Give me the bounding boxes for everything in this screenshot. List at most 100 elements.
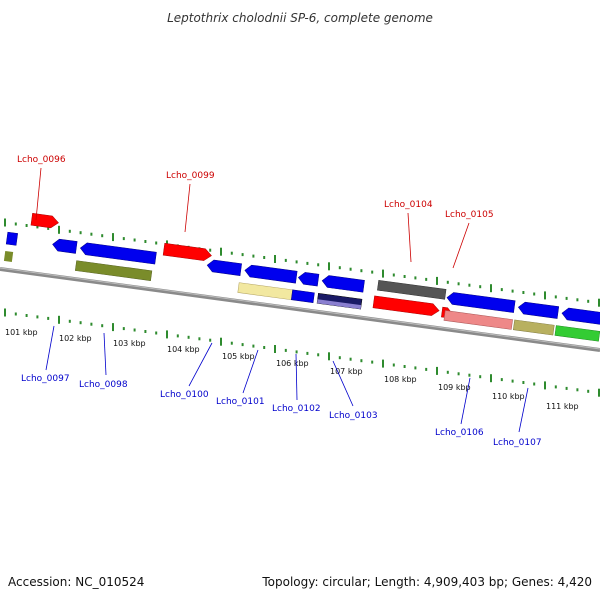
gene-label-lcho-0106[interactable]: Lcho_0106	[435, 428, 484, 438]
gene-label-lcho-0096[interactable]: Lcho_0096	[17, 155, 66, 165]
gene-lcho-0107-reverse[interactable]	[517, 301, 560, 319]
block-salmon[interactable]	[443, 310, 513, 330]
upper-tick-major	[220, 247, 222, 256]
gene-label-lcho-0099[interactable]: Lcho_0099	[166, 171, 215, 181]
forward-features	[30, 213, 453, 318]
gene-lcho-0104-forward[interactable]	[372, 295, 440, 317]
lower-tick-minor	[144, 330, 147, 333]
upper-tick-minor	[306, 261, 309, 265]
upper-tick-minor	[371, 270, 374, 274]
gene-label-lcho-0103[interactable]: Lcho_0103	[329, 411, 378, 421]
lower-tick-minor	[284, 348, 287, 352]
gene-lcho-0106-reverse[interactable]	[446, 292, 516, 313]
gene-grey-forward[interactable]	[377, 279, 447, 300]
callout-line-lcho-0096	[35, 167, 42, 221]
upper-tick-major	[328, 262, 330, 271]
tick-label-109: 109 kbp	[438, 383, 471, 392]
lower-tick-minor	[90, 322, 93, 326]
gene-lcho-0098-reverse[interactable]	[79, 242, 157, 265]
lower-tick-minor	[554, 385, 557, 389]
upper-tick-minor	[414, 276, 417, 280]
lower-tick-minor	[522, 381, 525, 384]
lower-tick-row	[4, 308, 600, 397]
block-blue-small[interactable]	[291, 289, 315, 303]
lower-tick-minor	[511, 379, 514, 383]
lower-tick-minor	[263, 346, 266, 349]
lower-tick-major	[598, 388, 600, 397]
upper-tick-minor	[209, 248, 212, 252]
gene-reverse-edge[interactable]	[5, 231, 18, 246]
upper-tick-minor	[133, 238, 136, 242]
lower-tick-minor	[479, 375, 482, 379]
lower-tick-minor	[252, 344, 255, 348]
block-pale-yellow[interactable]	[237, 282, 293, 301]
gene-lcho-0099-forward[interactable]	[162, 242, 212, 261]
tick-label-110: 110 kbp	[492, 392, 525, 401]
upper-tick-minor	[403, 275, 406, 278]
lower-tick-minor	[198, 337, 201, 341]
reverse-blocks	[3, 250, 600, 342]
gene-lcho-0100-reverse[interactable]	[206, 259, 242, 276]
lower-tick-major	[220, 337, 222, 346]
lower-tick-minor	[209, 338, 212, 342]
lower-tick-minor	[241, 343, 244, 347]
gene-reverse-right-edge[interactable]	[561, 307, 600, 325]
upper-tick-minor	[101, 234, 104, 238]
upper-tick-minor	[25, 224, 28, 227]
block-olive[interactable]	[74, 260, 153, 281]
upper-tick-major	[58, 225, 60, 234]
reverse-callouts: Lcho_0097 Lcho_0098 Lcho_0100 Lcho_0101 …	[21, 325, 542, 448]
gene-lcho-0097-reverse[interactable]	[52, 238, 78, 254]
lower-tick-minor	[14, 312, 17, 316]
lower-tick-major	[166, 330, 168, 339]
gene-lcho-0096-forward[interactable]	[30, 213, 59, 229]
block-lavender[interactable]	[317, 299, 362, 310]
gene-lcho-0101-reverse[interactable]	[244, 264, 298, 284]
upper-tick-minor	[576, 298, 579, 302]
gene-label-lcho-0105[interactable]: Lcho_0105	[445, 210, 494, 220]
accession-text: Accession: NC_010524	[8, 575, 144, 589]
gene-lcho-0103-reverse[interactable]	[321, 275, 365, 293]
upper-tick-minor	[457, 282, 460, 286]
gene-label-lcho-0100[interactable]: Lcho_0100	[160, 390, 209, 400]
genome-backbone-highlight	[0, 267, 600, 350]
upper-tick-minor	[349, 267, 352, 271]
topology-text: Topology: circular; Length: 4,909,403 bp…	[261, 575, 592, 589]
upper-tick-minor	[425, 277, 428, 281]
lower-tick-minor	[79, 321, 82, 325]
lower-tick-minor	[101, 324, 104, 328]
lower-tick-minor	[403, 365, 406, 368]
upper-tick-major	[598, 298, 600, 307]
lower-tick-minor	[306, 351, 309, 355]
lower-tick-minor	[295, 350, 298, 354]
gene-label-lcho-0101[interactable]: Lcho_0101	[216, 397, 265, 407]
callout-line-lcho-0098	[103, 332, 107, 376]
block-green[interactable]	[554, 325, 600, 342]
lower-tick-minor	[176, 334, 179, 338]
upper-tick-minor	[284, 258, 287, 262]
upper-tick-minor	[144, 240, 147, 243]
gene-label-lcho-0107[interactable]: Lcho_0107	[493, 438, 542, 448]
lower-tick-major	[112, 323, 114, 332]
upper-tick-minor	[468, 283, 471, 287]
upper-tick-minor	[554, 295, 557, 299]
callout-line-lcho-0099	[184, 183, 191, 233]
lower-tick-minor	[36, 315, 39, 319]
gene-lcho-0102-reverse[interactable]	[297, 272, 320, 287]
lower-tick-minor	[576, 388, 579, 392]
upper-tick-minor	[317, 263, 320, 267]
lower-tick-major	[490, 374, 492, 383]
gene-label-lcho-0097[interactable]: Lcho_0097	[21, 374, 70, 384]
upper-tick-minor	[79, 231, 82, 235]
gene-label-lcho-0104[interactable]: Lcho_0104	[384, 200, 433, 210]
block-olive-edge[interactable]	[3, 250, 14, 262]
upper-tick-minor	[241, 253, 244, 257]
gene-label-lcho-0098[interactable]: Lcho_0098	[79, 380, 128, 390]
upper-tick-minor	[392, 273, 395, 277]
lower-tick-major	[382, 359, 384, 368]
gene-label-lcho-0102[interactable]: Lcho_0102	[272, 404, 321, 414]
tick-label-105: 105 kbp	[222, 352, 255, 361]
tick-label-102: 102 kbp	[59, 334, 92, 343]
block-khaki[interactable]	[512, 319, 555, 336]
feature-track	[3, 213, 600, 342]
